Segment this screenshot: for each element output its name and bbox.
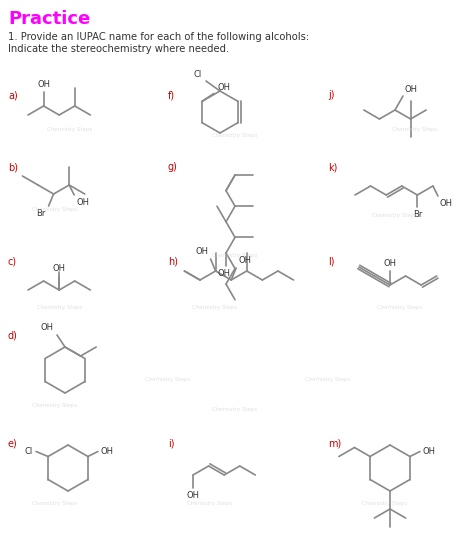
Text: OH: OH bbox=[238, 256, 251, 265]
Text: Indicate the stereochemistry where needed.: Indicate the stereochemistry where neede… bbox=[8, 44, 229, 54]
Text: Chemistry Steps: Chemistry Steps bbox=[305, 378, 351, 383]
Text: OH: OH bbox=[218, 82, 231, 92]
Text: Br: Br bbox=[36, 209, 46, 218]
Text: g): g) bbox=[168, 162, 178, 172]
Text: OH: OH bbox=[53, 264, 66, 273]
Text: Practice: Practice bbox=[8, 10, 90, 28]
Text: m): m) bbox=[328, 438, 341, 448]
Text: OH: OH bbox=[186, 491, 200, 500]
Text: l): l) bbox=[328, 257, 335, 267]
Text: Chemistry Steps: Chemistry Steps bbox=[37, 306, 82, 311]
Text: Chemistry Steps: Chemistry Steps bbox=[363, 500, 408, 506]
Text: Chemistry Steps: Chemistry Steps bbox=[192, 306, 237, 311]
Text: Chemistry Steps: Chemistry Steps bbox=[377, 306, 423, 311]
Text: f): f) bbox=[168, 90, 175, 100]
Text: a): a) bbox=[8, 90, 18, 100]
Text: Cl: Cl bbox=[25, 447, 33, 456]
Text: OH: OH bbox=[76, 198, 89, 207]
Text: e): e) bbox=[8, 438, 18, 448]
Text: Chemistry Steps: Chemistry Steps bbox=[373, 213, 418, 217]
Text: b): b) bbox=[8, 162, 18, 172]
Text: h): h) bbox=[168, 257, 178, 267]
Text: Chemistry Steps: Chemistry Steps bbox=[32, 500, 78, 506]
Text: Chemistry Steps: Chemistry Steps bbox=[146, 378, 191, 383]
Text: i): i) bbox=[168, 438, 174, 448]
Text: OH: OH bbox=[405, 85, 418, 94]
Text: OH: OH bbox=[218, 269, 230, 278]
Text: OH: OH bbox=[440, 199, 453, 208]
Text: Chemistry Steps: Chemistry Steps bbox=[212, 252, 258, 257]
Text: 1. Provide an IUPAC name for each of the following alcohols:: 1. Provide an IUPAC name for each of the… bbox=[8, 32, 309, 42]
Text: Chemistry Steps: Chemistry Steps bbox=[187, 500, 233, 506]
Text: c): c) bbox=[8, 257, 17, 267]
Text: OH: OH bbox=[37, 80, 50, 89]
Text: Chemistry Steps: Chemistry Steps bbox=[392, 128, 438, 132]
Text: Chemistry Steps: Chemistry Steps bbox=[32, 403, 78, 408]
Text: j): j) bbox=[328, 90, 335, 100]
Text: Chemistry Steps: Chemistry Steps bbox=[212, 132, 258, 137]
Text: Chemistry Steps: Chemistry Steps bbox=[47, 128, 92, 132]
Text: OH: OH bbox=[196, 247, 209, 256]
Text: OH: OH bbox=[41, 323, 54, 332]
Text: OH: OH bbox=[101, 447, 114, 456]
Text: Chemistry Steps: Chemistry Steps bbox=[212, 408, 258, 413]
Text: OH: OH bbox=[383, 259, 396, 268]
Text: OH: OH bbox=[423, 447, 436, 456]
Text: d): d) bbox=[8, 330, 18, 340]
Text: Cl: Cl bbox=[194, 70, 202, 79]
Text: k): k) bbox=[328, 162, 337, 172]
Text: Chemistry Steps: Chemistry Steps bbox=[32, 208, 78, 213]
Text: Br: Br bbox=[413, 210, 422, 219]
